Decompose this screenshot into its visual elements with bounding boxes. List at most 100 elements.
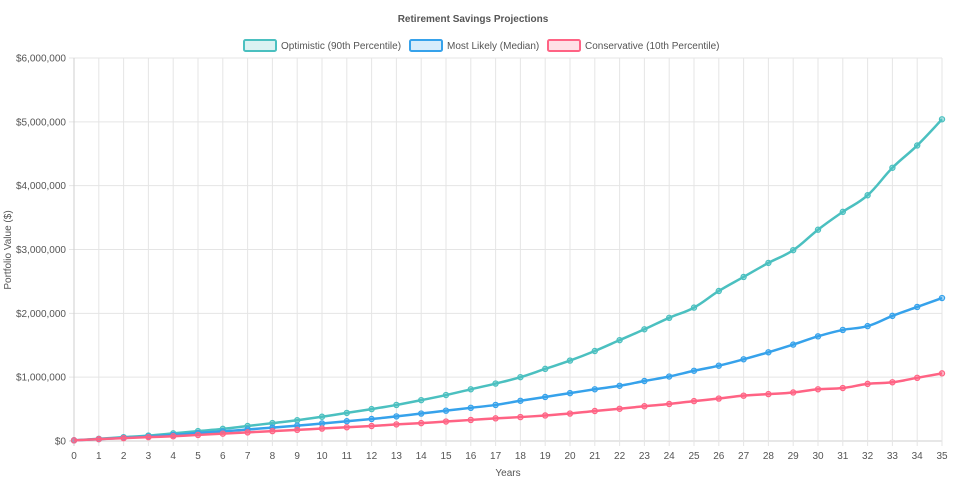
data-point[interactable] (219, 430, 226, 437)
data-point[interactable] (318, 425, 326, 432)
data-point[interactable] (864, 322, 871, 330)
data-point[interactable] (467, 404, 474, 412)
data-point[interactable] (393, 413, 400, 420)
data-point[interactable] (418, 396, 425, 404)
data-point[interactable] (616, 405, 623, 412)
data-point[interactable] (740, 273, 747, 281)
data-point[interactable] (343, 424, 350, 431)
x-tick-label: 23 (639, 451, 651, 462)
data-point[interactable] (690, 367, 698, 374)
data-point[interactable] (839, 326, 847, 334)
data-point[interactable] (566, 357, 574, 364)
data-point[interactable] (914, 303, 921, 311)
data-point[interactable] (492, 401, 499, 409)
data-point[interactable] (641, 377, 648, 385)
data-point[interactable] (343, 418, 350, 425)
data-point[interactable] (591, 347, 599, 355)
data-point[interactable] (690, 397, 698, 405)
data-point[interactable] (566, 389, 574, 397)
series-line (73, 118, 943, 442)
data-point[interactable] (839, 208, 847, 216)
legend-item-2[interactable]: Conservative (10th Percentile) (547, 39, 720, 52)
data-point[interactable] (368, 415, 375, 423)
data-point[interactable] (814, 226, 822, 233)
data-point[interactable] (641, 326, 648, 333)
data-point[interactable] (591, 386, 599, 393)
data-point[interactable] (368, 405, 375, 413)
data-point[interactable] (566, 410, 574, 417)
data-point[interactable] (666, 373, 673, 380)
data-point[interactable] (938, 294, 946, 302)
x-tick-label: 34 (912, 451, 924, 462)
data-point[interactable] (120, 434, 127, 442)
data-point[interactable] (864, 380, 871, 388)
data-point[interactable] (715, 395, 723, 402)
data-point[interactable] (418, 410, 425, 417)
data-point[interactable] (294, 417, 301, 424)
data-point[interactable] (294, 426, 301, 434)
data-point[interactable] (765, 390, 772, 398)
data-point[interactable] (269, 419, 276, 427)
data-point[interactable] (517, 373, 524, 381)
data-point[interactable] (839, 384, 847, 392)
data-point[interactable] (70, 437, 78, 444)
data-point[interactable] (914, 142, 921, 149)
data-point[interactable] (368, 422, 375, 430)
data-point[interactable] (889, 379, 896, 386)
x-tick-label: 24 (664, 451, 676, 462)
data-point[interactable] (194, 431, 202, 439)
data-point[interactable] (244, 429, 251, 436)
data-point[interactable] (814, 333, 822, 340)
data-point[interactable] (616, 336, 623, 344)
data-point[interactable] (467, 416, 474, 424)
data-point[interactable] (938, 370, 946, 377)
data-point[interactable] (715, 287, 723, 295)
data-point[interactable] (790, 246, 797, 254)
data-point[interactable] (889, 312, 896, 320)
data-point[interactable] (765, 349, 772, 356)
data-point[interactable] (269, 427, 276, 435)
data-point[interactable] (95, 435, 103, 443)
data-point[interactable] (864, 192, 871, 199)
data-point[interactable] (591, 407, 599, 415)
data-point[interactable] (343, 409, 350, 417)
data-point[interactable] (542, 412, 549, 419)
data-point[interactable] (318, 420, 326, 427)
data-point[interactable] (666, 314, 673, 322)
data-point[interactable] (889, 164, 896, 171)
data-point[interactable] (442, 407, 450, 414)
data-point[interactable] (790, 389, 797, 396)
data-point[interactable] (492, 415, 499, 422)
data-point[interactable] (715, 362, 723, 369)
data-point[interactable] (145, 433, 152, 441)
data-point[interactable] (542, 393, 549, 401)
data-point[interactable] (814, 386, 822, 393)
legend-label: Most Likely (Median) (447, 41, 539, 52)
data-point[interactable] (517, 397, 524, 404)
data-point[interactable] (790, 341, 797, 348)
data-point[interactable] (765, 259, 772, 267)
data-point[interactable] (393, 401, 400, 409)
data-point[interactable] (442, 418, 450, 425)
data-point[interactable] (442, 391, 450, 399)
series-2 (70, 370, 946, 444)
data-point[interactable] (914, 374, 921, 382)
x-tick-label: 4 (170, 451, 176, 462)
data-point[interactable] (467, 386, 474, 393)
legend-item-0[interactable]: Optimistic (90th Percentile) (243, 39, 401, 52)
data-point[interactable] (492, 380, 499, 387)
data-point[interactable] (666, 400, 673, 408)
data-point[interactable] (542, 365, 549, 373)
legend-item-1[interactable]: Most Likely (Median) (409, 39, 539, 52)
data-point[interactable] (938, 116, 946, 123)
data-point[interactable] (616, 382, 623, 389)
data-point[interactable] (517, 413, 524, 421)
data-point[interactable] (641, 403, 648, 410)
data-point[interactable] (393, 421, 400, 428)
data-point[interactable] (690, 304, 698, 311)
data-point[interactable] (740, 392, 747, 399)
data-point[interactable] (418, 419, 425, 427)
data-point[interactable] (169, 433, 177, 440)
data-point[interactable] (318, 413, 326, 420)
data-point[interactable] (740, 356, 747, 363)
